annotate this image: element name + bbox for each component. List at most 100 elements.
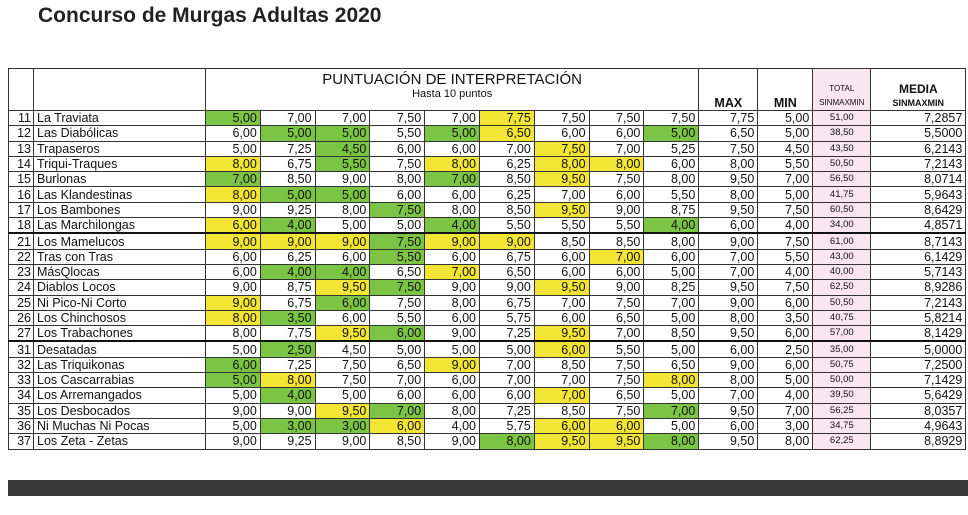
max: 8,00 [698, 372, 759, 389]
min: 7,00 [757, 402, 814, 419]
score: 2,50 [259, 340, 316, 358]
murga-name: Los Arremangados [33, 387, 206, 404]
max: 9,50 [698, 402, 759, 419]
row: 18 Las Marchilongas 6,00 4,00 5,00 5,00 4,00 5,… [8, 217, 967, 234]
row: 36 Ni Muchas Ni Pocas 5,00 3,00 3,00 6,00 4,00… [8, 417, 967, 435]
score: 7,00 [424, 171, 480, 188]
row: 26 Los Chinchosos 8,00 3,50 6,00 5,50 6,00 5,75… [8, 309, 967, 327]
score: 5,50 [369, 309, 426, 327]
media: 4,9643 [870, 417, 967, 435]
row-number: 22 [8, 248, 34, 265]
score: 9,00 [588, 279, 645, 296]
score: 7,00 [533, 186, 590, 203]
murga-name: Los Mamelucos [33, 232, 206, 250]
score: 6,00 [369, 387, 426, 404]
max: 9,00 [698, 294, 759, 311]
score: 5,75 [478, 417, 535, 435]
media: 5,6429 [870, 387, 967, 404]
murga-name: Los Chinchosos [33, 309, 206, 327]
score: 9,00 [314, 433, 371, 450]
score: 6,00 [424, 140, 480, 157]
score: 7,50 [588, 356, 645, 374]
score: 6,50 [588, 309, 645, 327]
max: 9,00 [698, 356, 759, 374]
score: 7,50 [588, 294, 645, 311]
min: 3,50 [757, 309, 814, 327]
score: 6,00 [424, 186, 480, 203]
score: 6,25 [259, 248, 316, 265]
score: 7,50 [314, 372, 371, 389]
score: 5,00 [643, 387, 700, 404]
row-number: 18 [8, 217, 34, 234]
media: 6,1429 [870, 248, 967, 265]
row: 11 La Traviata 5,00 7,00 7,00 7,50 7,00 7,75 7,5… [8, 109, 967, 127]
score: 7,00 [259, 109, 316, 127]
score: 5,25 [643, 140, 700, 157]
score: 7,25 [259, 356, 316, 374]
min: 8,00 [757, 433, 814, 450]
score: 6,00 [533, 248, 590, 265]
max-header: MAX [698, 68, 759, 111]
score: 5,00 [205, 417, 261, 435]
score: 7,75 [259, 325, 316, 342]
row-number: 13 [8, 140, 34, 157]
row-number: 32 [8, 356, 34, 374]
min: 4,00 [757, 217, 814, 234]
score: 9,50 [314, 279, 371, 296]
media: 8,0714 [870, 171, 967, 188]
scan-edge [8, 480, 968, 496]
row: 16 Las Klandestinas 8,00 5,00 5,00 6,00 6,00 6,… [8, 186, 967, 203]
total: 35,00 [812, 340, 872, 358]
score: 4,00 [259, 217, 316, 234]
row: 27 Los Trabachones 8,00 7,75 9,50 6,00 9,00 7,2… [8, 325, 967, 342]
murga-name: Ni Muchas Ni Pocas [33, 417, 206, 435]
score: 5,00 [643, 125, 700, 142]
score: 5,50 [533, 217, 590, 234]
score: 7,00 [424, 109, 480, 127]
score: 6,25 [478, 186, 535, 203]
row: 21 Los Mamelucos 9,00 9,00 9,00 7,50 9,00 9,00 8… [8, 232, 967, 250]
score: 7,50 [369, 109, 426, 127]
total: 38,50 [812, 125, 872, 142]
score: 9,00 [424, 356, 480, 374]
score: 7,50 [369, 279, 426, 296]
score: 9,00 [205, 232, 261, 250]
total: 34,00 [812, 217, 872, 234]
score: 5,00 [369, 217, 426, 234]
score: 5,00 [314, 387, 371, 404]
total: 60,50 [812, 201, 872, 219]
score: 7,25 [478, 325, 535, 342]
score: 6,00 [205, 217, 261, 234]
row-number: 26 [8, 309, 34, 327]
max: 7,50 [698, 140, 759, 157]
min: 4,00 [757, 263, 814, 281]
score: 5,00 [643, 417, 700, 435]
score: 6,00 [369, 417, 426, 435]
media: 7,2143 [870, 155, 967, 173]
score: 7,00 [369, 402, 426, 419]
murga-name: Las Klandestinas [33, 186, 206, 203]
max: 9,50 [698, 433, 759, 450]
score: 9,00 [259, 402, 316, 419]
total: 43,50 [812, 140, 872, 157]
score: 8,00 [424, 155, 480, 173]
score: 6,00 [533, 263, 590, 281]
score: 5,00 [205, 387, 261, 404]
score: 5,00 [259, 125, 316, 142]
score: 8,50 [369, 433, 426, 450]
score: 7,50 [588, 372, 645, 389]
score: 6,50 [478, 263, 535, 281]
score: 9,25 [259, 201, 316, 219]
row-number: 23 [8, 263, 34, 281]
min: 7,50 [757, 201, 814, 219]
score: 9,50 [588, 433, 645, 450]
row-number: 36 [8, 417, 34, 435]
media: 8,1429 [870, 325, 967, 342]
total: 43,00 [812, 248, 872, 265]
score: 7,00 [369, 372, 426, 389]
score: 4,50 [314, 340, 371, 358]
total-header: TOTAL SINMAXMIN [812, 68, 872, 111]
score: 6,00 [424, 372, 480, 389]
score: 8,00 [643, 171, 700, 188]
row-number: 33 [8, 372, 34, 389]
